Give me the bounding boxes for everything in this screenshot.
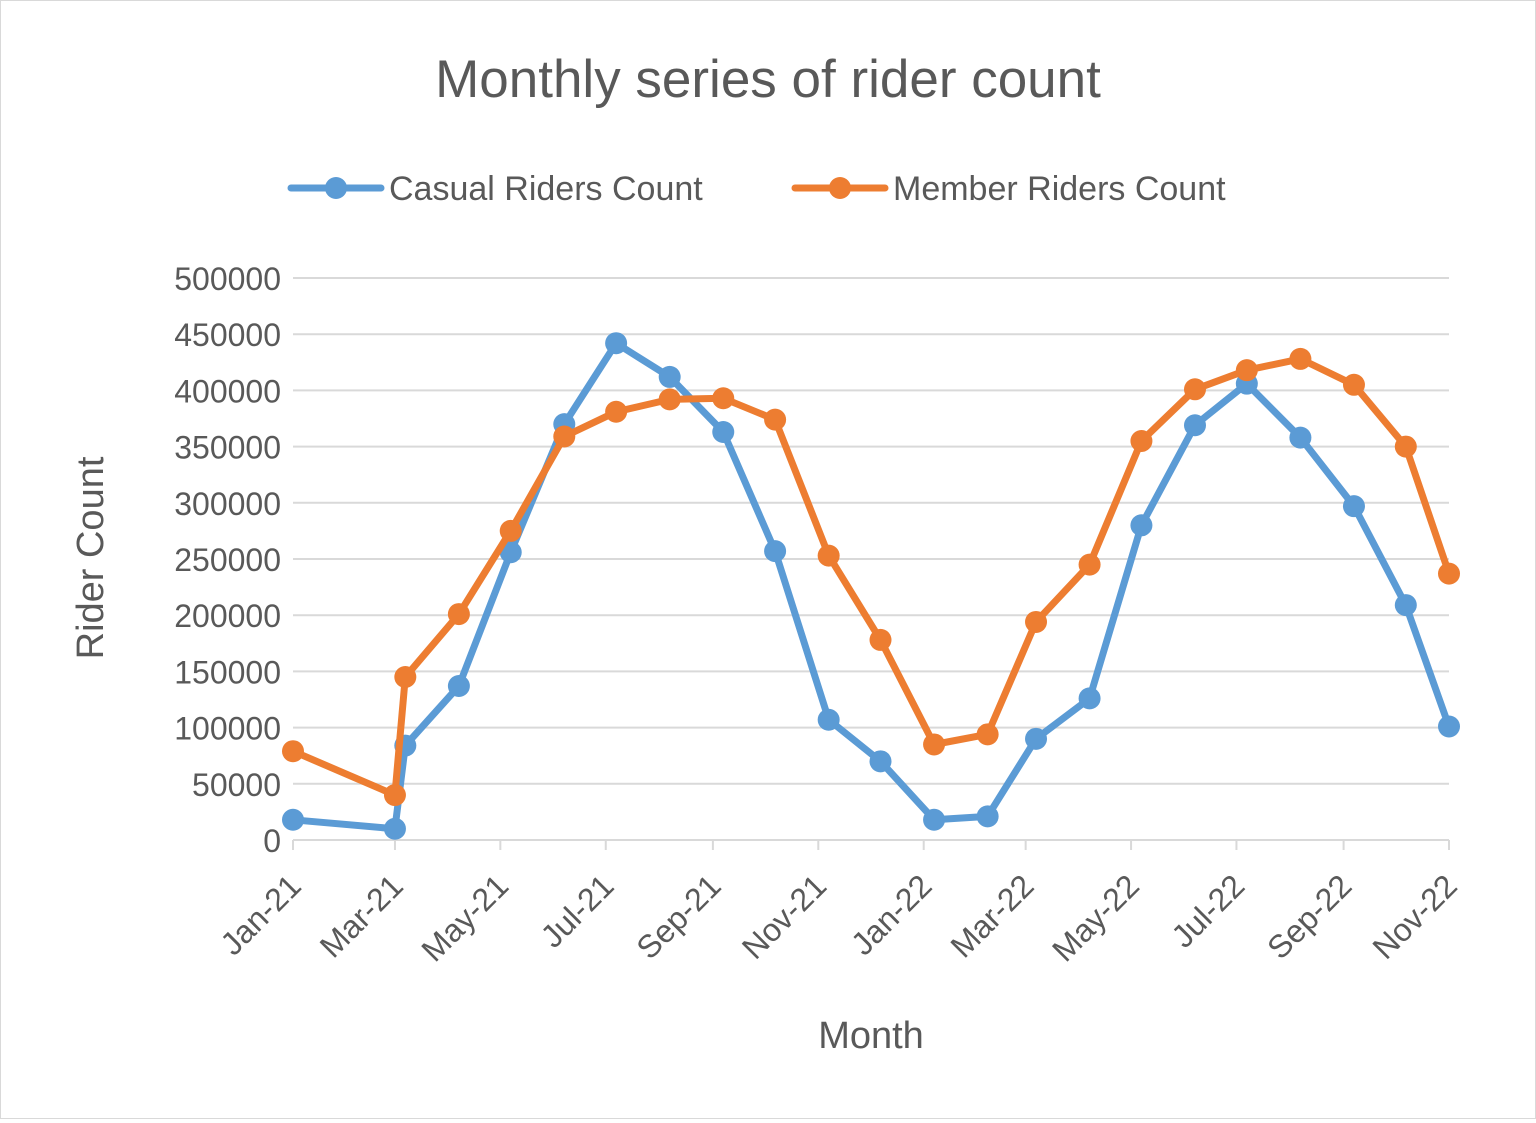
chart-title: Monthly series of rider count — [435, 50, 1101, 109]
member-riders-count-point — [1235, 359, 1258, 382]
casual-riders-count-point — [383, 817, 406, 840]
member-riders-count-point — [976, 723, 999, 746]
y-tick-label: 100000 — [174, 711, 281, 747]
series-group — [282, 332, 1460, 840]
y-tick-label: 300000 — [174, 486, 281, 522]
member-riders-count-legend-marker — [829, 177, 851, 199]
member-riders-count-point — [817, 544, 840, 567]
casual-riders-count-point — [282, 808, 304, 831]
casual-riders-count-point — [923, 808, 946, 831]
member-riders-count-point — [658, 388, 681, 411]
x-tick-label: Jan-22 — [844, 867, 939, 962]
casual-riders-count-point — [1078, 687, 1101, 710]
member-riders-count-point — [1438, 562, 1460, 585]
casual-riders-count-point — [712, 420, 735, 443]
y-tick-label: 50000 — [192, 767, 281, 803]
casual-riders-count-point — [447, 675, 470, 698]
casual-riders-count-point — [1130, 514, 1153, 537]
member-riders-count-point — [923, 733, 946, 756]
member-riders-count-point — [447, 603, 470, 626]
member-riders-count-point — [282, 740, 304, 763]
casual-riders-count-point — [1183, 414, 1206, 437]
x-tick-label: May-22 — [1045, 867, 1146, 968]
member-riders-count-point — [499, 519, 522, 542]
legend: Casual Riders Count Member Riders Count — [287, 170, 1226, 208]
member-riders-count-point — [764, 408, 787, 431]
x-tick-label: Jul-21 — [534, 867, 621, 954]
casual-riders-count-point — [764, 540, 787, 563]
x-tick-label: Sep-22 — [1260, 867, 1358, 965]
casual-riders-count-point — [658, 365, 681, 388]
casual-riders-count-point — [1342, 495, 1365, 518]
casual-riders-count-point — [1438, 715, 1460, 738]
casual-riders-count-point — [1025, 727, 1048, 750]
casual-riders-count-point — [869, 750, 892, 773]
member-riders-count-point — [553, 425, 576, 448]
y-tick-label: 350000 — [174, 430, 281, 466]
casual-riders-count-legend-marker — [325, 177, 347, 199]
member-riders-count-point — [1289, 347, 1312, 370]
x-tick-label: Nov-21 — [735, 867, 833, 965]
member-riders-count-point — [1183, 378, 1206, 401]
member-riders-count-point — [383, 784, 406, 807]
x-tick-label: Mar-22 — [943, 867, 1040, 964]
x-axis: Jan-21 Mar-21 May-21 Jul-21 Sep-21 Nov-21 Jan-… — [213, 839, 1464, 968]
casual-riders-count-point — [817, 708, 840, 731]
y-tick-label: 150000 — [174, 654, 281, 690]
member-riders-count-point — [394, 666, 417, 689]
y-tick-label: 500000 — [174, 261, 281, 297]
x-tick-label: Mar-21 — [313, 867, 410, 964]
member-riders-count-point — [1394, 435, 1417, 458]
member-riders-count-line — [289, 355, 1453, 799]
member-riders-count-point — [869, 628, 892, 651]
x-tick-label: Sep-21 — [629, 867, 727, 965]
casual-riders-count-legend-label: Casual Riders Count — [389, 170, 703, 208]
member-riders-count-point — [1025, 610, 1048, 633]
y-tick-label: 400000 — [174, 373, 281, 409]
y-axis-label: Rider Count — [70, 456, 112, 659]
member-riders-count-point — [1342, 373, 1365, 396]
x-tick-label: May-21 — [414, 867, 515, 968]
x-axis-label: Month — [818, 1015, 924, 1057]
x-tick-label: Jan-21 — [213, 867, 308, 962]
member-riders-count-legend-label: Member Riders Count — [893, 170, 1226, 208]
member-riders-count-point — [712, 387, 735, 410]
y-tick-label: 250000 — [174, 542, 281, 578]
casual-riders-count-point — [1289, 426, 1312, 449]
casual-riders-count-point — [1394, 594, 1417, 617]
x-tick-label: Jul-22 — [1164, 867, 1251, 954]
casual-riders-count-point — [976, 805, 999, 828]
member-riders-count-point — [1130, 429, 1153, 452]
y-axis-ticks: 0 50000 100000 150000 200000 250000 300000 3500… — [174, 261, 281, 859]
x-tick-label: Nov-22 — [1366, 867, 1464, 965]
y-tick-label: 0 — [263, 823, 281, 859]
y-tick-label: 200000 — [174, 598, 281, 634]
member-riders-count-point — [1078, 553, 1101, 576]
y-tick-label: 450000 — [174, 317, 281, 353]
member-riders-count-point — [605, 400, 628, 423]
casual-riders-count-point — [499, 541, 522, 564]
casual-riders-count-point — [605, 332, 628, 355]
